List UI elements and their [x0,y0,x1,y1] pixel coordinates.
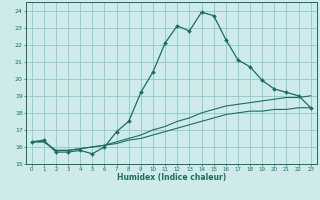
X-axis label: Humidex (Indice chaleur): Humidex (Indice chaleur) [116,173,226,182]
